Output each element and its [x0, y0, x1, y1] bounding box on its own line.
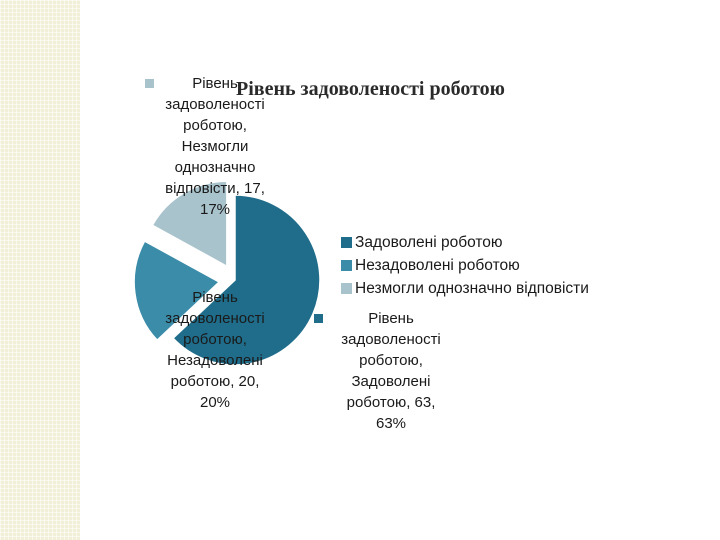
- legend-item-dissatisfied: Незадоволені роботою: [341, 254, 589, 277]
- legend-item-satisfied: Задоволені роботою: [341, 231, 589, 254]
- data-label-marker: [314, 314, 323, 323]
- data-label-line: 17%: [199, 201, 231, 218]
- data-label-line: Рівень: [192, 289, 238, 306]
- data-label-line: Незмогли: [181, 138, 249, 155]
- data-label-undecided: Рівень задоволеності роботою, Незмогли одноз…: [145, 73, 285, 220]
- data-label-line: Незадоволені: [167, 352, 263, 369]
- data-label-line: роботою, 20,: [170, 373, 260, 390]
- chart-title: Рівень задоволеності роботою: [236, 78, 505, 100]
- data-label-line: задоволеності: [165, 310, 265, 327]
- data-label-line: роботою,: [359, 352, 423, 369]
- data-label-marker: [145, 293, 154, 302]
- pie-slice-1: [171, 194, 321, 366]
- decorative-side-strip: [0, 0, 80, 540]
- data-label-line: роботою, 63,: [346, 394, 436, 411]
- legend-swatch: [341, 260, 352, 271]
- legend-swatch: [341, 237, 352, 248]
- data-label-line: задоволеності: [165, 96, 265, 113]
- data-label-line: задоволеності: [341, 331, 441, 348]
- legend-label: Задоволені роботою: [355, 233, 503, 251]
- data-label-line: Рівень: [368, 310, 414, 327]
- data-label-line: відповісти, 17,: [165, 180, 265, 197]
- legend-item-undecided: Незмогли однозначно відповісти: [341, 277, 589, 300]
- legend-label: Незадоволені роботою: [355, 256, 520, 274]
- data-label-marker: [145, 79, 154, 88]
- data-label-line: Рівень: [192, 75, 238, 92]
- chart-legend: Задоволені роботою Незадоволені роботою …: [341, 231, 589, 300]
- data-label-line: 63%: [375, 415, 407, 432]
- data-label-line: однозначно: [174, 159, 256, 176]
- data-label-line: Задоволені: [351, 373, 431, 390]
- data-label-line: роботою,: [183, 331, 247, 348]
- legend-swatch: [341, 283, 352, 294]
- data-label-dissatisfied: Рівень задоволеності роботою, Незадоволені р…: [145, 287, 285, 413]
- data-label-line: 20%: [199, 394, 231, 411]
- data-label-line: роботою,: [183, 117, 247, 134]
- pie-slice-3: [151, 180, 228, 268]
- pie-slice-2: [133, 240, 221, 342]
- data-label-satisfied: Рівень задоволеності роботою, Задоволені роб…: [314, 308, 464, 434]
- legend-label: Незмогли однозначно відповісти: [355, 279, 589, 297]
